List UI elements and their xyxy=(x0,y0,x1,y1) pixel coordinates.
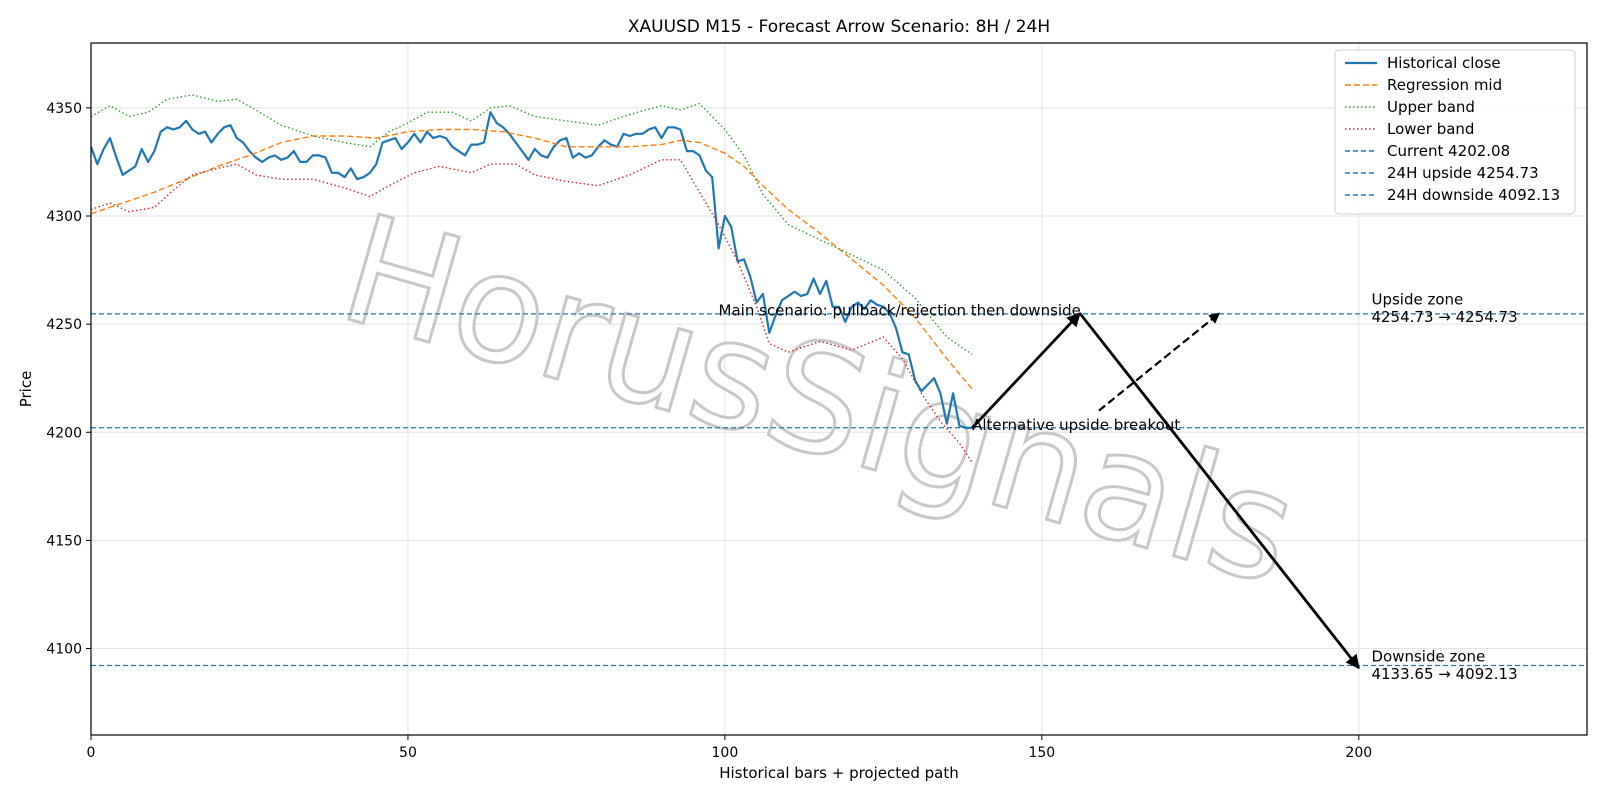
x-axis-label: Historical bars + projected path xyxy=(719,764,959,782)
x-tick-label: 150 xyxy=(1028,745,1055,761)
annotation-downzone1: Downside zone xyxy=(1371,647,1485,665)
forecast-arrows xyxy=(971,312,1360,670)
annotation-main: Main scenario: pullback/rejection then d… xyxy=(719,301,1081,319)
y-tick-label: 4200 xyxy=(46,425,82,441)
legend-label: Regression mid xyxy=(1387,76,1502,94)
x-tick-label: 0 xyxy=(87,745,96,761)
x-tick-label: 50 xyxy=(399,745,417,761)
y-tick-label: 4300 xyxy=(46,209,82,225)
x-tick-label: 100 xyxy=(712,745,739,761)
legend: Historical close Regression mid Upper band… xyxy=(1334,49,1576,215)
reference-lines xyxy=(91,313,1587,667)
annotation-alt: Alternative upside breakout xyxy=(972,416,1180,434)
legend-label: Historical close xyxy=(1387,54,1501,72)
series-line xyxy=(91,128,973,390)
chart-title: XAUUSD M15 - Forecast Arrow Scenario: 8H… xyxy=(628,17,1050,37)
y-tick-label: 4100 xyxy=(46,642,82,658)
y-axis-label: Price xyxy=(17,371,35,408)
annotation-upzone2: 4254.73 → 4254.73 xyxy=(1371,308,1517,326)
y-axis-ticks: 4100 4150 4200 4250 4300 4350 xyxy=(46,101,91,658)
forecast-arrow xyxy=(971,312,1081,429)
series xyxy=(91,94,973,463)
x-axis-ticks: 0 50 100 150 200 xyxy=(87,735,1372,761)
series-line xyxy=(91,94,973,355)
annotation-upzone1: Upside zone xyxy=(1371,291,1463,309)
y-tick-label: 4250 xyxy=(46,317,82,333)
legend-box xyxy=(1334,49,1576,215)
series-line xyxy=(91,159,973,463)
legend-label: Upper band xyxy=(1387,98,1475,116)
plot-frame xyxy=(90,42,1588,736)
series-line xyxy=(91,111,973,429)
x-tick-label: 200 xyxy=(1345,745,1372,761)
y-tick-label: 4350 xyxy=(46,101,82,117)
grid xyxy=(90,43,1587,735)
annotation-downzone2: 4133.65 → 4092.13 xyxy=(1371,665,1517,683)
legend-label: 24H upside 4254.73 xyxy=(1387,164,1539,182)
annotations: Main scenario: pullback/rejection then d… xyxy=(719,291,1518,683)
forecast-arrow xyxy=(1098,312,1221,412)
watermark-layer: HorusSignals xyxy=(323,181,1314,621)
legend-label: Lower band xyxy=(1387,120,1474,138)
legend-label: Current 4202.08 xyxy=(1387,142,1510,160)
y-tick-label: 4150 xyxy=(46,533,82,549)
forecast-arrow xyxy=(1078,312,1360,670)
legend-label: 24H downside 4092.13 xyxy=(1387,186,1560,204)
watermark-text: HorusSignals xyxy=(325,183,1313,620)
